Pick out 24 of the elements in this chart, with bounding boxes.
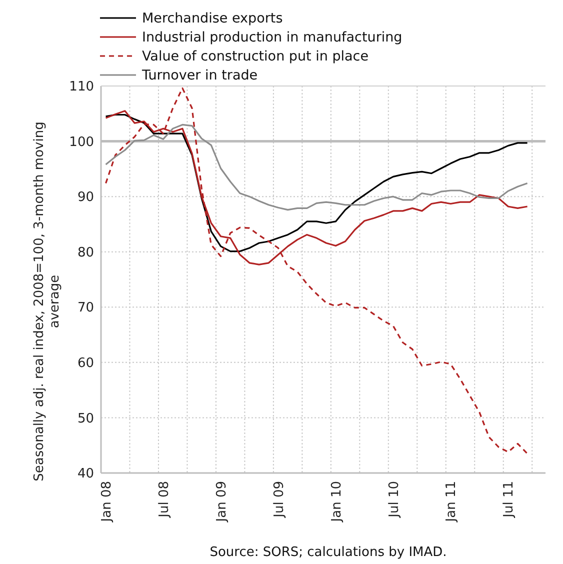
x-tick-label: Jan 10 (329, 481, 344, 523)
legend-label: Merchandise exports (142, 10, 283, 27)
y-tick-label: 100 (69, 134, 94, 150)
y-tick-label: 90 (77, 190, 94, 206)
y-tick-label: 40 (77, 466, 94, 482)
legend-label: Value of construction put in place (142, 48, 369, 65)
y-tick-label: 60 (77, 356, 94, 371)
y-tick-label: 80 (77, 245, 94, 260)
x-tick-label: Jan 11 (444, 481, 460, 523)
x-tick-label: Jan 08 (99, 481, 114, 523)
y-tick-label: 50 (77, 411, 94, 426)
line-series (104, 87, 528, 454)
y-tick-label: 70 (77, 300, 94, 316)
legend-label: Industrial production in manufacturing (142, 30, 402, 46)
y-tick-label: 110 (69, 80, 94, 95)
x-tick-label: Jul 11 (502, 481, 517, 518)
x-tick-label: Jul 09 (272, 481, 287, 518)
x-tick-label: Jul 10 (386, 481, 402, 518)
x-tick-label: Jan 09 (214, 481, 230, 523)
legend-label: Turnover in trade (141, 68, 258, 84)
line-series (104, 124, 528, 211)
source-note: Source: SORS; calculations by IMAD. (210, 545, 447, 560)
y-axis-title: Seasonally adj. real index, 2008=100, 3-month moving average (32, 122, 63, 482)
x-tick-label: Jul 08 (156, 481, 172, 518)
